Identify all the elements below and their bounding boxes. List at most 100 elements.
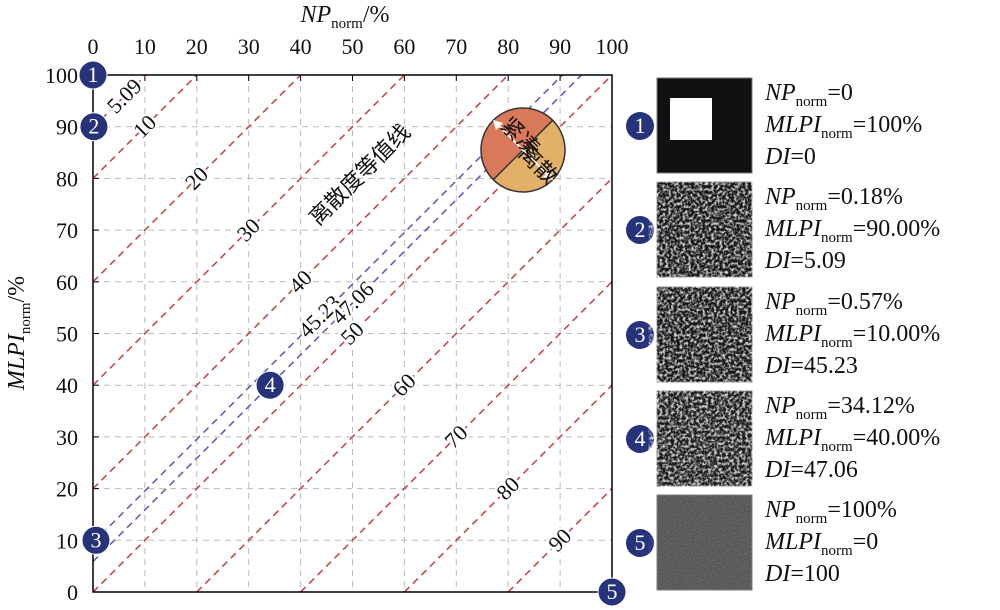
label-part: =: [853, 216, 867, 242]
label-part: 0: [804, 144, 816, 170]
y-tick-label: 10: [56, 528, 78, 553]
label-part: /%: [4, 276, 30, 303]
label-part: norm: [18, 302, 34, 334]
label-part: MLPI: [764, 529, 822, 555]
panel-mlpi: MLPInorm=90.00%: [764, 216, 940, 246]
panel-blob: [658, 288, 751, 381]
label-part: =: [790, 144, 804, 170]
isoline: [93, 75, 612, 592]
label-part: =: [827, 289, 841, 315]
label-part: 40.00%: [866, 425, 940, 451]
point-label: 3: [90, 527, 101, 552]
isoline: [93, 75, 509, 490]
panel-marker-label: 3: [635, 322, 646, 347]
point-label: 1: [88, 62, 99, 87]
panel-np: NPnorm=0: [764, 80, 853, 110]
y-tick-label: 50: [56, 322, 78, 347]
point-label: 2: [88, 114, 99, 139]
label-part: DI: [764, 457, 791, 483]
annotation: 离散度等值线: [305, 120, 416, 231]
point: [78, 60, 108, 90]
label-part: MLPI: [764, 321, 822, 347]
label-part: MLPI: [764, 112, 822, 138]
label-part: 34.12%: [841, 393, 915, 419]
label-part: 100: [804, 561, 840, 587]
panel-marker: [626, 216, 654, 244]
label-part: NP: [764, 393, 796, 419]
label-part: norm: [331, 16, 363, 32]
panel-mlpi: MLPInorm=40.00%: [764, 425, 940, 455]
label-part: DI: [764, 561, 791, 587]
x-tick-label: 40: [290, 34, 312, 59]
y-tick-label: 20: [56, 477, 78, 502]
label-part: DI: [764, 353, 791, 379]
panel-blob: [658, 183, 751, 276]
label-part: DI: [764, 248, 791, 274]
panel-mlpi: MLPInorm=10.00%: [764, 321, 940, 351]
panel-marker-label: 4: [635, 426, 646, 451]
point-label: 4: [265, 372, 276, 397]
label-part: norm: [796, 198, 828, 214]
label-part: =: [827, 393, 841, 419]
panel-mlpi: MLPInorm=0: [764, 529, 878, 559]
y-tick-label: 70: [56, 218, 78, 243]
point-label: 5: [607, 579, 618, 604]
y-tick-label: 0: [67, 580, 78, 605]
panel-blob: [658, 392, 751, 485]
x-tick-label: 90: [549, 34, 571, 59]
label-part: NP: [764, 289, 796, 315]
x-tick-label: 10: [134, 34, 156, 59]
y-tick-label: 90: [56, 115, 78, 140]
panel-marker: [626, 321, 654, 349]
isolines: [93, 75, 612, 592]
panel-square: [670, 98, 712, 140]
label-part: norm: [821, 335, 853, 351]
isoline: [196, 177, 612, 592]
panel-np: NPnorm=0.57%: [764, 289, 903, 319]
inset-arrow: [494, 121, 552, 179]
label-part: 5.09: [804, 248, 846, 274]
label-part: =: [790, 353, 804, 379]
label-part: 0: [841, 80, 853, 106]
isoline: [403, 384, 612, 592]
x-tick-label: 30: [238, 34, 260, 59]
y-tick-label: 30: [56, 425, 78, 450]
label-part: 45.23: [804, 353, 858, 379]
y-tick-label: 40: [56, 373, 78, 398]
panel-di: DI=100: [764, 561, 840, 587]
panel-marker: [626, 529, 654, 557]
point: [597, 577, 627, 607]
plot-frame: [92, 74, 613, 593]
label-part: /%: [363, 2, 390, 28]
inset-arrowhead: [493, 120, 553, 180]
label-part: norm: [821, 543, 853, 559]
label-part: norm: [821, 230, 853, 246]
isoline-label: 30: [232, 213, 265, 246]
label-part: =: [790, 561, 804, 587]
panel-di: DI=0: [764, 144, 816, 170]
panel-np: NPnorm=34.12%: [764, 393, 915, 423]
isoline: [507, 488, 612, 592]
inset-border: [480, 107, 566, 193]
y-tick-label: 100: [45, 63, 78, 88]
label-part: =: [790, 457, 804, 483]
label-part: NP: [764, 184, 796, 210]
label-part: norm: [821, 126, 853, 142]
panel-marker: [626, 425, 654, 453]
label-part: 90.00%: [866, 216, 940, 242]
point: [79, 112, 109, 142]
label-part: MLPI: [764, 216, 822, 242]
label-part: 100%: [866, 112, 922, 138]
label-part: =: [827, 184, 841, 210]
label-part: =: [853, 321, 867, 347]
x-axis-title: NPnorm/%: [299, 2, 389, 32]
label-part: NP: [764, 80, 796, 106]
label-part: norm: [796, 407, 828, 423]
isoline-label: 70: [439, 420, 472, 453]
label-part: 10.00%: [866, 321, 940, 347]
x-tick-label: 60: [393, 34, 415, 59]
label-part: MLPI: [4, 333, 30, 391]
label-part: DI: [764, 144, 791, 170]
